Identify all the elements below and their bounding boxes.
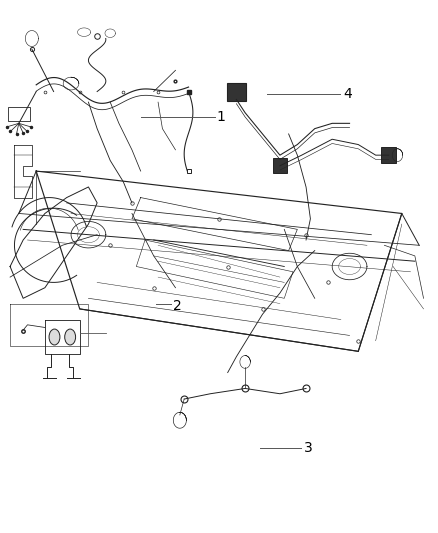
Text: 3: 3 xyxy=(304,441,313,455)
Ellipse shape xyxy=(65,329,76,345)
Text: 1: 1 xyxy=(217,110,226,124)
FancyBboxPatch shape xyxy=(381,147,396,163)
Ellipse shape xyxy=(49,329,60,345)
Text: 2: 2 xyxy=(173,299,182,313)
Text: 4: 4 xyxy=(343,87,352,101)
FancyBboxPatch shape xyxy=(227,83,246,101)
FancyBboxPatch shape xyxy=(272,158,287,173)
Bar xyxy=(8,108,30,120)
